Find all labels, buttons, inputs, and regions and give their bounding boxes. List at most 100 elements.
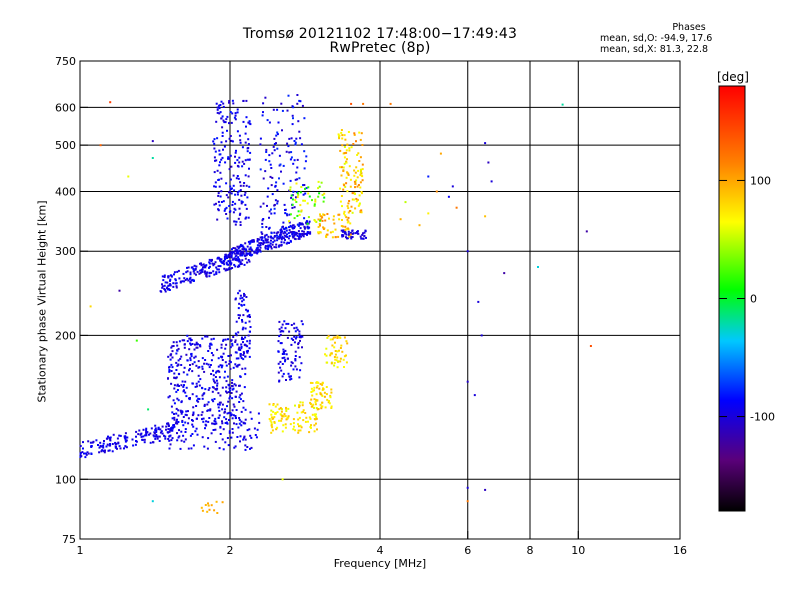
o-mode-point	[288, 137, 291, 140]
o-mode-point	[230, 254, 233, 257]
o-mode-point	[218, 414, 221, 417]
o-mode-point	[239, 189, 242, 192]
o-mode-point	[215, 370, 218, 373]
o-mode-point	[234, 250, 237, 253]
x-mode-point	[285, 418, 288, 421]
o-mode-point	[249, 326, 252, 328]
o-mode-point	[249, 254, 251, 256]
colorbar-label: [deg]	[717, 70, 749, 84]
o-mode-point	[220, 261, 223, 264]
other-echo-point	[484, 142, 487, 145]
o-mode-point	[217, 392, 220, 395]
x-mode-point	[346, 205, 349, 208]
x-mode-point	[359, 210, 362, 213]
x-mode-point	[289, 423, 292, 426]
o-mode-point	[291, 230, 294, 233]
o-mode-point	[348, 233, 350, 236]
o-mode-point	[158, 440, 161, 442]
x-mode-point	[313, 413, 316, 416]
o-mode-point	[243, 344, 246, 347]
x-mode-point	[301, 410, 304, 413]
o-mode-point	[296, 232, 298, 235]
o-mode-point	[79, 452, 82, 454]
o-mode-point	[213, 380, 216, 383]
x-mode-point	[276, 426, 279, 429]
x-mode-point	[341, 137, 344, 140]
o-mode-point	[245, 248, 248, 251]
o-mode-point	[217, 365, 220, 368]
x-mode-point	[339, 149, 342, 152]
x-mode-point	[315, 398, 317, 401]
o-mode-point	[239, 221, 242, 224]
o-mode-point	[281, 375, 284, 378]
o-mode-point	[244, 141, 247, 144]
o-mode-point	[303, 150, 306, 153]
o-mode-point	[227, 400, 230, 403]
o-mode-point	[209, 408, 212, 411]
o-mode-point	[182, 385, 185, 388]
x-mode-point	[347, 174, 350, 176]
o-mode-point	[218, 104, 221, 107]
o-mode-point	[169, 274, 172, 277]
x-mode-point	[331, 236, 334, 239]
o-mode-point	[160, 290, 163, 293]
o-mode-point	[239, 139, 242, 142]
o-mode-point	[197, 414, 200, 417]
o-mode-point	[238, 289, 241, 292]
o-mode-point	[242, 341, 244, 344]
o-mode-point	[301, 223, 304, 226]
x-mode-point	[292, 422, 295, 425]
o-mode-point	[191, 423, 194, 426]
o-mode-point	[226, 422, 229, 425]
x-mode-point	[350, 205, 353, 208]
o-mode-point	[161, 285, 164, 288]
o-mode-point	[217, 265, 220, 268]
chart-title: Tromsø 20121102 17:48:00−17:49:43	[242, 26, 518, 42]
x-mode-point	[275, 428, 278, 431]
o-mode-point	[175, 412, 178, 415]
o-mode-point	[242, 99, 245, 102]
o-mode-point	[198, 384, 201, 387]
o-mode-point	[292, 106, 295, 109]
o-mode-point	[293, 327, 296, 330]
x-mode-point	[331, 338, 334, 341]
o-mode-point	[243, 386, 246, 389]
o-mode-point	[248, 342, 251, 345]
x-mode-point	[358, 160, 361, 162]
o-mode-point	[288, 242, 290, 244]
x-mode-point	[326, 229, 329, 232]
o-mode-point	[234, 265, 237, 268]
o-mode-point	[216, 169, 219, 172]
o-mode-point	[300, 235, 302, 238]
o-mode-point	[241, 165, 244, 168]
o-mode-point	[283, 228, 286, 231]
o-mode-point	[224, 208, 227, 211]
o-mode-point	[201, 411, 204, 414]
o-mode-point	[82, 447, 84, 450]
x-mode-point	[341, 134, 344, 137]
x-mode-point	[336, 366, 339, 369]
o-mode-point	[206, 447, 209, 450]
o-mode-point	[169, 278, 172, 281]
x-mode-point	[345, 216, 348, 219]
o-mode-point	[220, 117, 223, 120]
x-mode-point	[342, 169, 345, 172]
o-mode-point	[229, 346, 232, 349]
x-mode-point	[294, 429, 297, 432]
o-mode-point	[192, 411, 195, 414]
o-mode-point	[227, 157, 229, 160]
o-mode-point	[225, 418, 228, 421]
o-mode-point	[186, 340, 189, 343]
o-mode-point	[225, 118, 228, 121]
o-mode-point	[241, 146, 244, 149]
o-mode-point	[273, 212, 276, 215]
x-mode-point	[345, 227, 348, 230]
o-mode-point	[280, 326, 283, 329]
x-mode-point	[347, 131, 350, 133]
x-mode-point	[339, 200, 342, 203]
x-mode-point	[314, 403, 317, 406]
o-mode-point	[227, 268, 230, 271]
o-mode-point	[273, 149, 276, 152]
x-mode-point	[345, 340, 348, 343]
x-mode-point	[360, 209, 363, 212]
